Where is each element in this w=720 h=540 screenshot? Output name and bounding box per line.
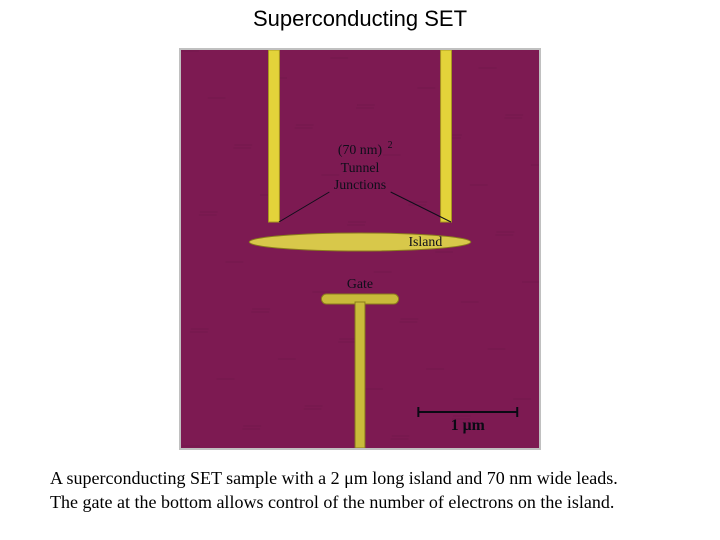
figure-container: (70 nm) 2 Tunnel Junctions Island Gate 1 μm	[175, 44, 545, 454]
svg-text:(70 nm): (70 nm)	[338, 143, 383, 158]
svg-text:Junctions: Junctions	[334, 178, 386, 193]
caption-line1-unit: μm	[344, 468, 368, 488]
caption-line2: The gate at the bottom allows control of…	[50, 492, 614, 512]
figure-caption: A superconducting SET sample with a 2 μm…	[50, 466, 700, 514]
caption-line1-pre: A superconducting SET sample with a 2	[50, 468, 344, 488]
svg-text:Gate: Gate	[347, 277, 373, 292]
svg-text:Island: Island	[408, 235, 442, 250]
svg-text:1 μm: 1 μm	[451, 417, 485, 434]
set-micrograph-diagram: (70 nm) 2 Tunnel Junctions Island Gate 1 μm	[181, 50, 539, 448]
caption-line1-post: long island and 70 nm wide leads.	[368, 468, 618, 488]
svg-text:2: 2	[388, 140, 393, 151]
svg-text:Tunnel: Tunnel	[341, 161, 380, 176]
page-title: Superconducting SET	[0, 6, 720, 32]
figure-frame: (70 nm) 2 Tunnel Junctions Island Gate 1 μm	[179, 48, 541, 450]
